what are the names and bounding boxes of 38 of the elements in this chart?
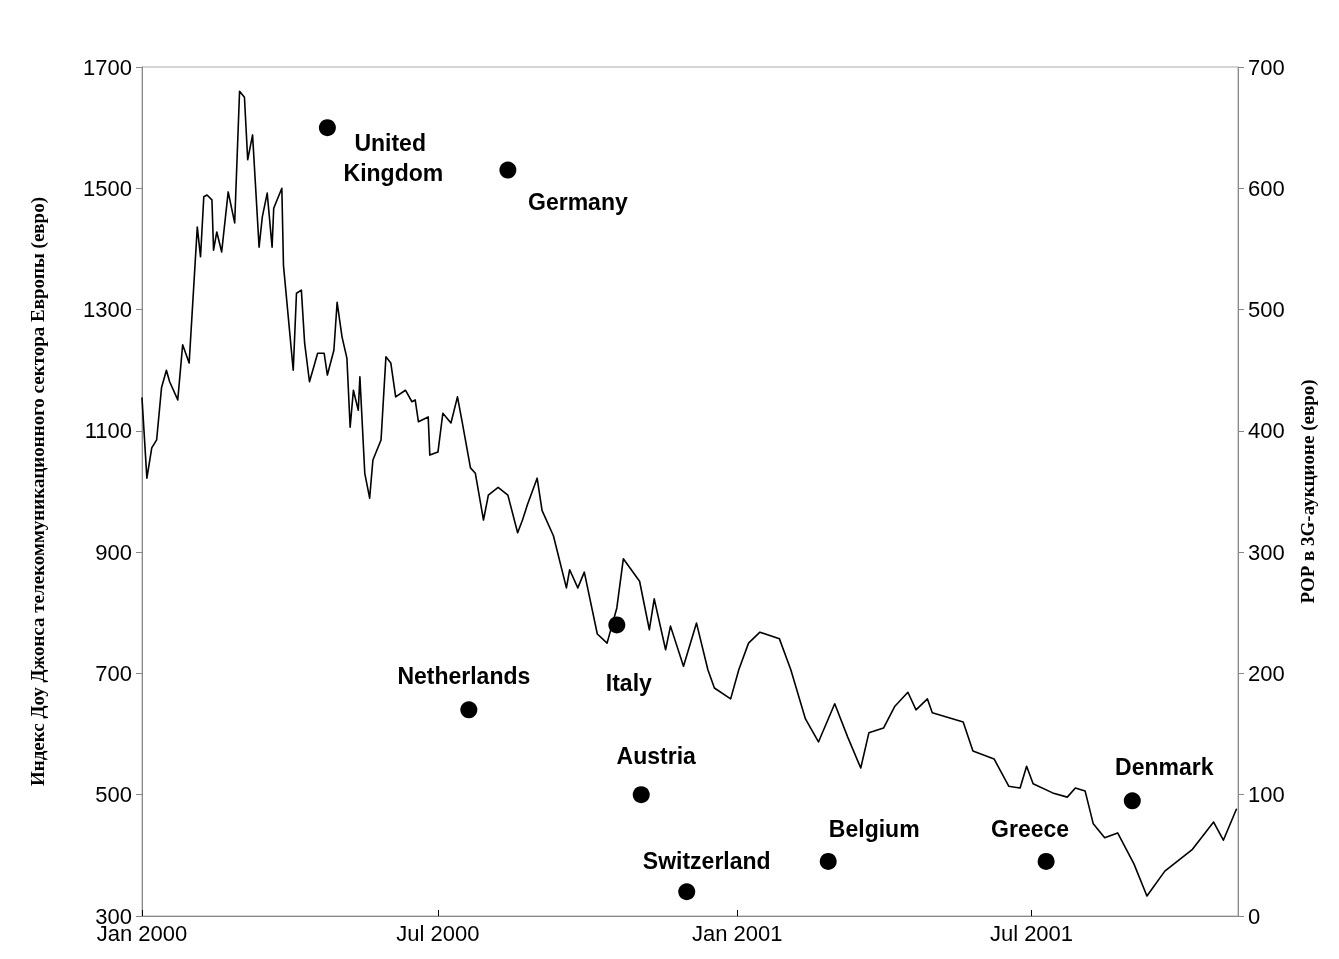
y2-tick-label: 0 — [1248, 903, 1261, 929]
y-tick-label: 900 — [95, 539, 132, 565]
data-label: Switzerland — [642, 847, 771, 874]
y2-tick-label: 400 — [1248, 418, 1285, 444]
y-tick-label: 1700 — [83, 54, 132, 80]
point — [460, 701, 478, 719]
y2-tick-label: 300 — [1248, 539, 1285, 565]
point — [1037, 852, 1055, 870]
y2-tick-label: 600 — [1248, 175, 1285, 201]
data-label: Greece — [991, 816, 1070, 843]
y2-tick-label: 500 — [1248, 297, 1285, 323]
point — [1123, 792, 1141, 810]
x-tick-label: Jul 2001 — [989, 920, 1074, 946]
y2-axis-title: РОР в 3G-аукционе (евро) — [1297, 379, 1319, 604]
point — [632, 786, 650, 804]
y-tick-label: 1100 — [84, 418, 132, 444]
point — [678, 883, 696, 901]
y-axis-title: Индекс Доу Джонса телекоммуникационного сектора Европы (евро) — [27, 197, 49, 786]
point — [318, 119, 336, 137]
data-label: Austria — [616, 742, 697, 769]
y-tick-label: 700 — [95, 660, 132, 686]
y-tick-label: 500 — [95, 782, 132, 808]
data-label: Germany — [528, 189, 628, 216]
y2-tick-label: 100 — [1248, 782, 1285, 808]
data-label: Belgium — [828, 816, 920, 843]
y2-tick-label: 200 — [1248, 660, 1285, 686]
y-tick-label: 1300 — [83, 297, 132, 323]
y-tick-label: 1500 — [83, 175, 132, 201]
line-series — [141, 90, 1238, 897]
data-label: Italy — [605, 669, 653, 696]
point — [499, 161, 517, 179]
x-tick-label: Jul 2000 — [396, 920, 480, 946]
x-tick-label: Jan 2001 — [691, 920, 783, 946]
data-label: Denmark — [1115, 753, 1214, 780]
data-label: United Kingdom — [343, 129, 444, 186]
data-label: Netherlands — [397, 662, 531, 689]
y2-tick-label: 700 — [1248, 54, 1285, 80]
point — [819, 852, 837, 870]
